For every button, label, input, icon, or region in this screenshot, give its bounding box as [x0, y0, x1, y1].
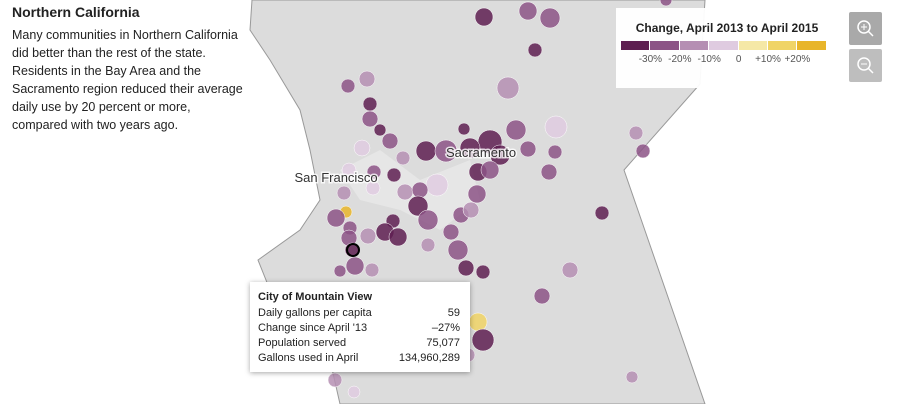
community-circle	[362, 96, 378, 112]
community-circle	[561, 261, 579, 279]
community-circle	[471, 328, 495, 352]
community-circle	[505, 119, 527, 141]
legend-tick-label: 0	[735, 54, 742, 65]
tooltip-label: Population served	[258, 337, 347, 349]
tooltip-title: City of Mountain View	[258, 291, 373, 303]
place-label: Sacramento	[446, 145, 516, 160]
community-circle	[467, 184, 487, 204]
community-circle	[347, 385, 361, 399]
zoom-out-icon	[857, 57, 874, 74]
community-circle	[539, 7, 561, 29]
zoom-in-icon	[857, 20, 874, 37]
title: Northern California	[12, 4, 140, 20]
community-circle	[442, 223, 460, 241]
tooltip-label: Change since April '13	[258, 322, 368, 334]
description: Many communities in Northern California …	[12, 28, 243, 132]
community-circle	[353, 139, 371, 157]
community-circle	[407, 195, 429, 217]
legend-swatch	[738, 41, 767, 50]
community-circle	[540, 163, 558, 181]
legend-swatch	[621, 41, 650, 50]
tooltip-row: Gallons used in April 134,960,289	[258, 352, 460, 367]
community-circle	[340, 78, 356, 94]
tooltip-value: 59	[447, 307, 460, 319]
community-circle	[457, 259, 475, 277]
legend-tick-label: +20%	[784, 54, 811, 65]
selected-community	[346, 243, 360, 257]
community-circle	[475, 264, 491, 280]
community-circle	[533, 287, 551, 305]
community-circle	[358, 70, 376, 88]
community-circle	[373, 123, 387, 137]
community-circle	[326, 208, 346, 228]
intro: Northern California Many communities in …	[12, 4, 248, 134]
legend-swatch	[709, 41, 738, 50]
zoom-out[interactable]	[849, 49, 882, 82]
community-circle	[635, 143, 651, 159]
community-circle	[659, 0, 673, 7]
community-circle	[434, 139, 458, 163]
community-circle	[341, 162, 357, 178]
community-circle	[361, 110, 379, 128]
community-circle	[359, 227, 377, 245]
community-circle	[395, 150, 411, 166]
community-circle	[489, 144, 511, 166]
community-circle	[333, 264, 347, 278]
tooltip: City of Mountain View Daily gallons per …	[250, 282, 470, 372]
community-circle	[396, 183, 414, 201]
community-circle	[474, 7, 494, 27]
legend-swatch	[679, 41, 709, 50]
zoom-in[interactable]	[849, 12, 882, 45]
tooltip-value: –27%	[431, 322, 460, 334]
community-circle	[628, 125, 644, 141]
legend-tick-label: -20%	[668, 54, 692, 65]
community-circle	[425, 173, 449, 197]
community-circle	[447, 239, 469, 261]
legend-swatch	[650, 41, 679, 50]
legend: Change, April 2013 to April 2015 -30% -20…	[616, 8, 838, 88]
tooltip-row: Change since April '13 –27%	[258, 322, 460, 337]
legend-tick-label: -10%	[697, 54, 721, 65]
community-circle	[480, 160, 500, 180]
community-circle	[625, 370, 639, 384]
tooltip-label: Gallons used in April	[258, 352, 359, 364]
community-circle	[468, 312, 488, 332]
community-circle	[345, 256, 365, 276]
community-circle	[518, 1, 538, 21]
legend-swatch	[768, 41, 797, 50]
community-circle	[462, 201, 480, 219]
community-circle	[415, 140, 437, 162]
community-circle	[544, 115, 568, 139]
community-circle	[336, 185, 352, 201]
community-circle	[420, 237, 436, 253]
community-circle	[457, 122, 471, 136]
tooltip-value: 134,960,289	[398, 352, 460, 364]
community-circle	[519, 140, 537, 158]
legend-title: Change, April 2013 to April 2015	[635, 21, 819, 35]
community-circle	[496, 76, 520, 100]
community-circle	[547, 144, 563, 160]
community-circle	[527, 42, 543, 58]
community-circle	[386, 167, 402, 183]
community-circle	[388, 227, 408, 247]
community-circle	[364, 262, 380, 278]
community-circle	[366, 164, 382, 180]
tooltip-row: Population served 75,077	[258, 337, 460, 352]
tooltip-value: 75,077	[426, 337, 460, 349]
legend-tick-label: +10%	[755, 54, 781, 65]
community-circle	[459, 137, 481, 159]
community-circle	[381, 132, 399, 150]
community-circle	[365, 180, 381, 196]
community-circle	[594, 205, 610, 221]
legend-swatch	[797, 41, 826, 50]
tooltip-label: Daily gallons per capita	[258, 307, 372, 319]
tooltip-row: Daily gallons per capita 59	[258, 307, 460, 322]
community-circle	[411, 181, 429, 199]
place-label: San Francisco	[294, 170, 377, 185]
legend-tick-label: -30%	[638, 54, 663, 65]
community-circle	[327, 372, 343, 388]
community-circle	[417, 209, 439, 231]
